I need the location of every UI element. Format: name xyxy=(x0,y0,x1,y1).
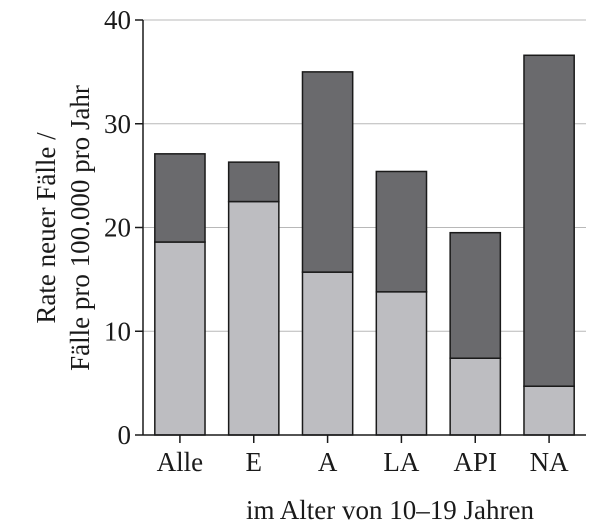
y-axis-title-line1: Rate neuer Fälle / xyxy=(31,132,61,324)
bar-segment-api-2 xyxy=(449,231,502,359)
x-category-label: LA xyxy=(383,447,419,477)
y-tick-label: 10 xyxy=(104,316,131,346)
y-tick-label: 0 xyxy=(118,420,132,450)
bar-segment-a-2 xyxy=(301,71,354,273)
y-tick-label: 30 xyxy=(104,109,131,139)
y-axis-title-line2: Fälle pro 100.000 pro Jahr xyxy=(65,85,95,371)
x-category-label: A xyxy=(318,447,338,477)
bars xyxy=(154,54,575,436)
bar-segment-alle-2 xyxy=(154,153,206,243)
bar-segment-la-1 xyxy=(375,291,428,436)
x-category-label: Alle xyxy=(157,447,204,477)
bar-segment-api-1 xyxy=(449,357,502,436)
bar-segment-alle-1 xyxy=(154,241,206,436)
gridlines xyxy=(143,19,586,332)
y-ticks: 0 10 20 30 40 xyxy=(104,5,143,450)
bar-segment-la-2 xyxy=(375,170,428,293)
y-tick-label: 20 xyxy=(104,213,131,243)
x-category-label: E xyxy=(246,447,263,477)
bar-segment-e-1 xyxy=(227,200,280,436)
x-axis-title: im Alter von 10–19 Jahren xyxy=(246,495,534,525)
x-category-label: NA xyxy=(530,447,569,477)
y-tick-label: 40 xyxy=(104,5,131,35)
x-category-label: API xyxy=(453,447,497,477)
bar-segment-e-2 xyxy=(227,161,280,203)
x-category-labels: Alle E A LA API NA xyxy=(157,435,569,477)
bar-segment-na-2 xyxy=(523,54,575,387)
bar-segment-a-1 xyxy=(301,271,354,436)
bar-segment-na-1 xyxy=(523,385,575,436)
